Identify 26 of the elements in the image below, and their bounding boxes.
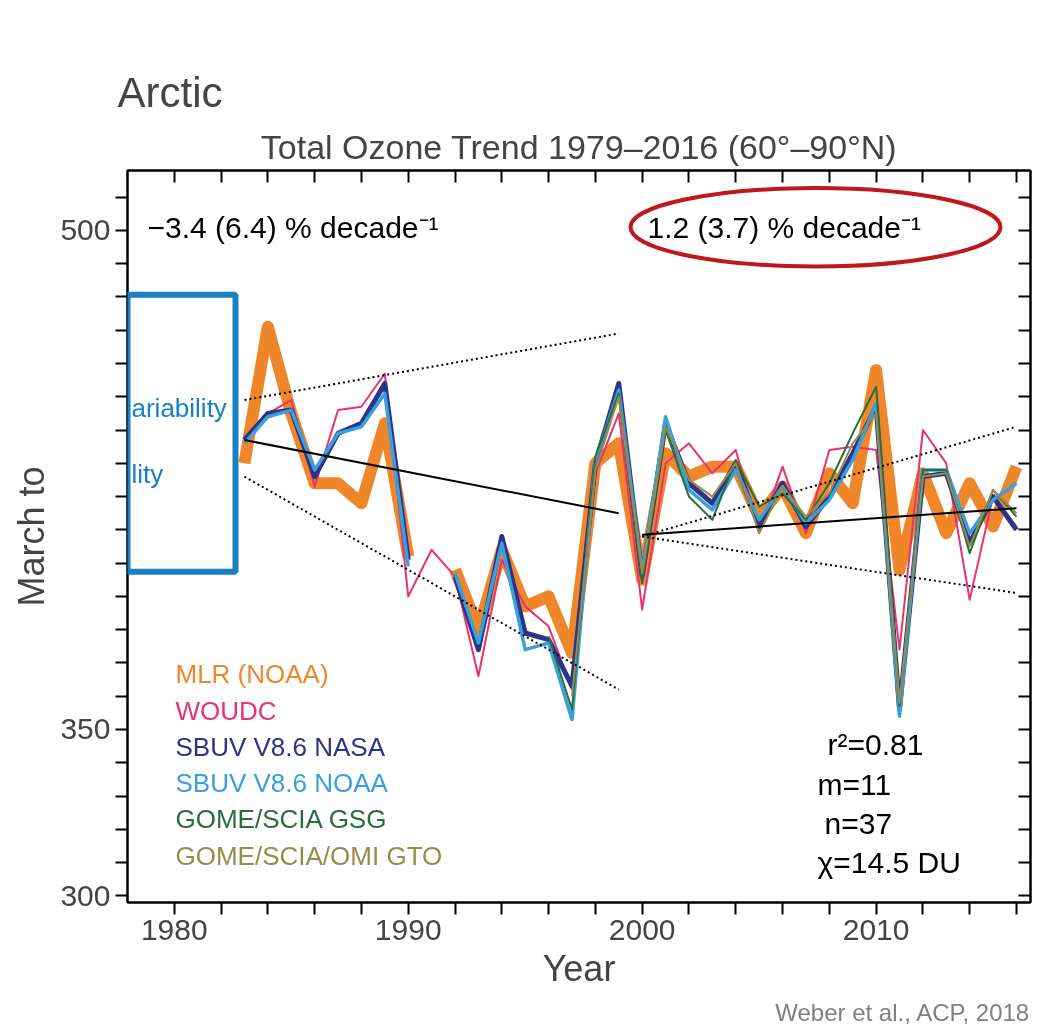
annotation: 1.2 (3.7) % decade⁻¹ (647, 210, 921, 244)
text: Weber et al., ACP, 2018 (775, 998, 1030, 1026)
x-axis-title: Year (542, 947, 616, 989)
x-tick-label: 1980 (140, 912, 208, 946)
text: WOUDC (175, 695, 277, 726)
x-tick-label: 2000 (608, 912, 676, 946)
annotation: ariability (131, 393, 227, 424)
annotation: r²=0.81 (827, 728, 924, 762)
text: SBUV V8.6 NASA (175, 731, 386, 762)
annotation: m=11 (817, 767, 892, 801)
y-tick-label: 350 (60, 712, 111, 746)
chart-subtitle: Total Ozone Trend 1979–2016 (60°–90°N) (260, 127, 897, 166)
chart-title: Arctic (117, 68, 223, 116)
annotation: n=37 (824, 806, 893, 840)
text: GOME/SCIA GSG (175, 804, 387, 835)
y-tick-label: 300 (60, 878, 111, 912)
text: MLR (NOAA) (175, 659, 329, 690)
text: GOME/SCIA/OMI GTO (175, 840, 443, 871)
x-tick-label: 1990 (374, 912, 442, 946)
x-tick-label: 2010 (842, 912, 910, 946)
y-tick-label: 500 (60, 213, 111, 247)
annotation: lity (131, 458, 164, 489)
annotation: χ=14.5 DU (817, 845, 961, 879)
annotation: −3.4 (6.4) % decade⁻¹ (147, 210, 439, 244)
y-axis-title: March to (11, 466, 53, 607)
text: SBUV V8.6 NOAA (175, 768, 389, 799)
